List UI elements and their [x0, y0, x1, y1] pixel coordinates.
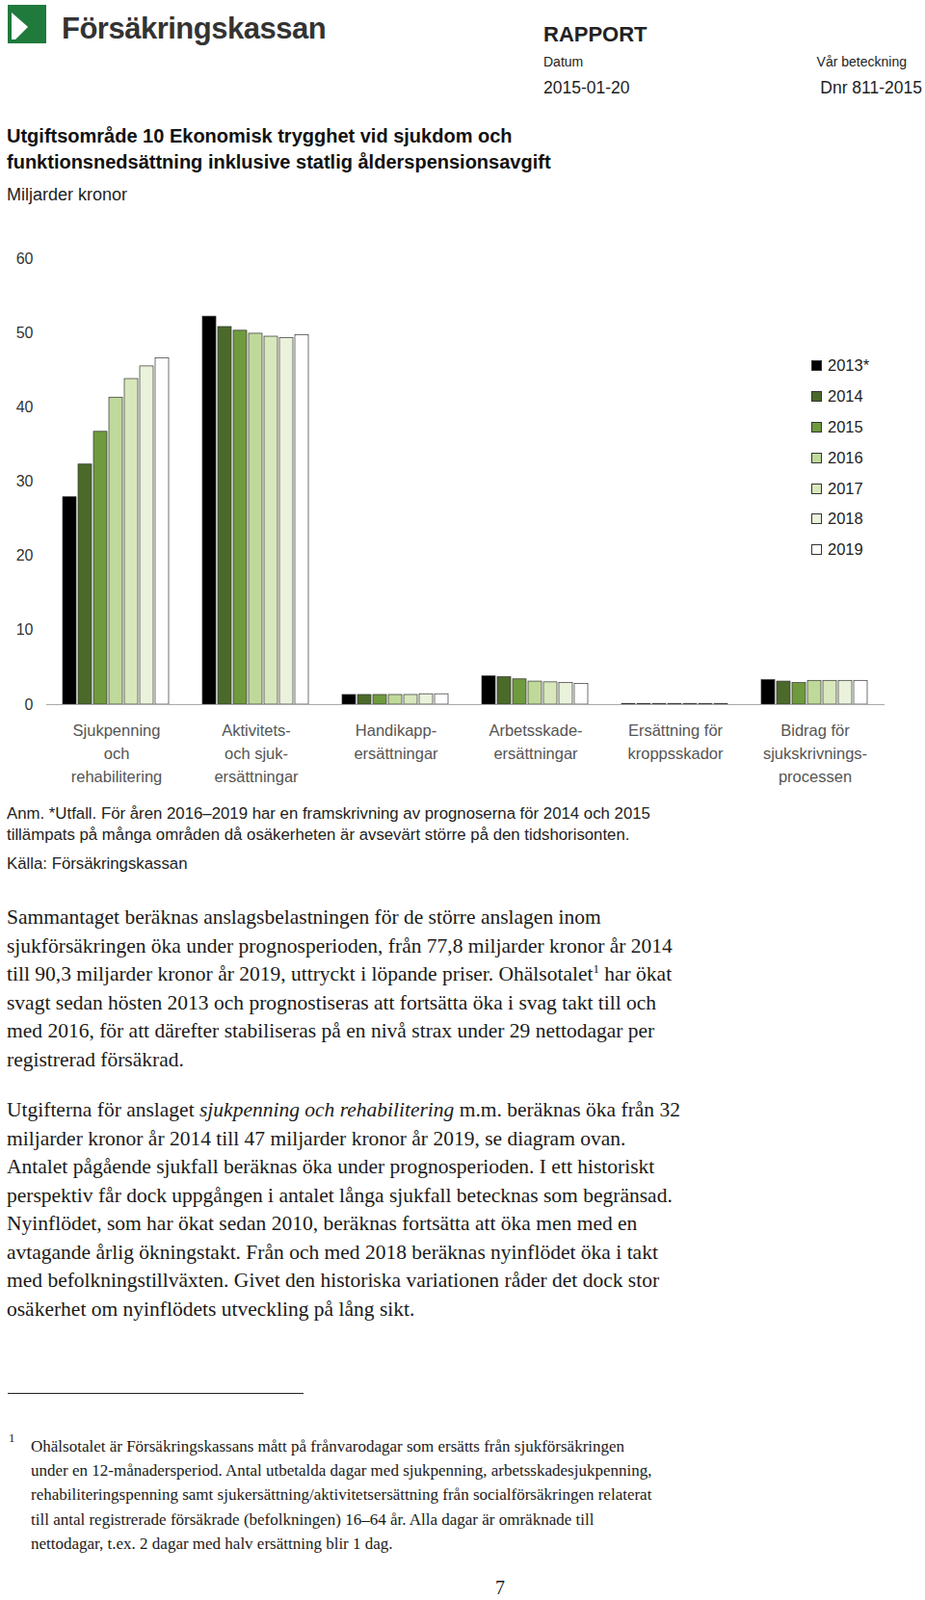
svg-text:Bidrag försjukskrivnings-proce: Bidrag försjukskrivnings-processen	[763, 721, 868, 786]
html-text:Källa: Försäkringskassan: Källa: Försäkringskassan	[6, 854, 188, 873]
html-text:Sammantaget beräknas anslagsbe: Sammantaget beräknas anslagsbelastningen…	[6, 905, 602, 929]
html-text:till 90,3 miljarder kronor år: till 90,3 miljarder kronor år 2019, uttr…	[6, 962, 672, 986]
html-text:Utgifterna för anslaget sjukpe: Utgifterna för anslaget sjukpenning och …	[6, 1098, 681, 1122]
html-text:Miljarder kronor: Miljarder kronor	[6, 185, 128, 205]
svg-text:40: 40	[16, 398, 34, 416]
html-text:under en 12-månadersperiod. An: under en 12-månadersperiod. Antal utbeta…	[30, 1461, 652, 1481]
html-text:tillämpats på många områden då: tillämpats på många områden då osäkerhet…	[6, 825, 630, 844]
svg-text:Sjukpenningochrehabilitering: Sjukpenningochrehabilitering	[71, 721, 162, 786]
html-text:Datum: Datum	[543, 53, 584, 70]
svg-text:0: 0	[25, 696, 34, 714]
html-text:perspektiv får dock uppgången: perspektiv får dock uppgången i antalet …	[6, 1183, 673, 1207]
html-text:osäkerhet om nyinflödets utvec: osäkerhet om nyinflödets utveckling på l…	[6, 1297, 415, 1321]
html-text:sjukförsäkringen öka under pro: sjukförsäkringen öka under prognosperiod…	[6, 934, 673, 958]
svg-text:50: 50	[16, 324, 34, 342]
svg-text:Arbetsskade-ersättningar: Arbetsskade-ersättningar	[488, 721, 582, 763]
html-text:registrerad försäkrad.: registrerad försäkrad.	[6, 1047, 184, 1071]
html-text:2013*: 2013*	[827, 356, 870, 375]
html-text:1: 1	[8, 1430, 15, 1446]
svg-text:10: 10	[16, 621, 34, 638]
html-text:2016: 2016	[827, 448, 864, 467]
html-text:Dnr 811-2015: Dnr 811-2015	[820, 78, 923, 98]
svg-text:Aktivitets-och sjuk-ersättning: Aktivitets-och sjuk-ersättningar	[213, 721, 299, 786]
html-text:miljarder kronor år 2014 till: miljarder kronor år 2014 till 47 miljard…	[6, 1126, 626, 1150]
svg-text:30: 30	[16, 473, 34, 490]
html-text:nettodagar, t.ex. 2 dagar med: nettodagar, t.ex. 2 dagar med halv ersät…	[30, 1534, 393, 1554]
svg-text:20: 20	[16, 547, 34, 564]
html-text:7: 7	[495, 1577, 505, 1599]
html-text:Ohälsotalet är Försäkringskass: Ohälsotalet är Försäkringskassans mått p…	[30, 1437, 625, 1456]
html-text:2015-01-20: 2015-01-20	[543, 78, 630, 98]
html-text:med 2016, för att därefter sta: med 2016, för att därefter stabiliseras …	[6, 1019, 655, 1043]
html-text:Nyinflödet, som har ökat sedan: Nyinflödet, som har ökat sedan 2010, ber…	[6, 1212, 638, 1236]
html-text:med befolkningstillväxten. Giv: med befolkningstillväxten. Givet den his…	[6, 1268, 660, 1293]
html-text:Utgiftsområde 10 Ekonomisk try: Utgiftsområde 10 Ekonomisk trygghet vid …	[6, 125, 551, 172]
html-text:2019: 2019	[827, 540, 864, 559]
html-text:Vår beteckning: Vår beteckning	[816, 53, 907, 70]
svg-text:Handikapp-ersättningar: Handikapp-ersättningar	[353, 721, 439, 763]
svg-text:60: 60	[16, 250, 34, 267]
svg-text:Ersättning förkroppsskador: Ersättning förkroppsskador	[627, 721, 724, 763]
html-text:2017: 2017	[827, 479, 864, 497]
html-text:till antal registrerade försäk: till antal registrerade försäkrade (befo…	[30, 1510, 594, 1529]
html-text:Antalet pågående sjukfall berä: Antalet pågående sjukfall beräknas öka u…	[6, 1155, 655, 1179]
html-text:2018: 2018	[827, 510, 864, 528]
html-text:rehabiliteringspenning samt sj: rehabiliteringspenning samt sjukersättni…	[30, 1486, 652, 1505]
html-text:Försäkringskassan: Försäkringskassan	[61, 11, 326, 46]
html-text:svagt sedan hösten 2013 och pr: svagt sedan hösten 2013 och prognostiser…	[6, 991, 657, 1015]
html-text:avtagande årlig ökningstakt. F: avtagande årlig ökningstakt. Från och me…	[6, 1240, 659, 1264]
html-text:2015: 2015	[827, 418, 864, 436]
html-text:2014: 2014	[827, 387, 864, 405]
html-text:Anm. *Utfall. För åren 2016–20: Anm. *Utfall. För åren 2016–2019 har en …	[6, 804, 651, 823]
html-text:RAPPORT: RAPPORT	[543, 22, 648, 47]
